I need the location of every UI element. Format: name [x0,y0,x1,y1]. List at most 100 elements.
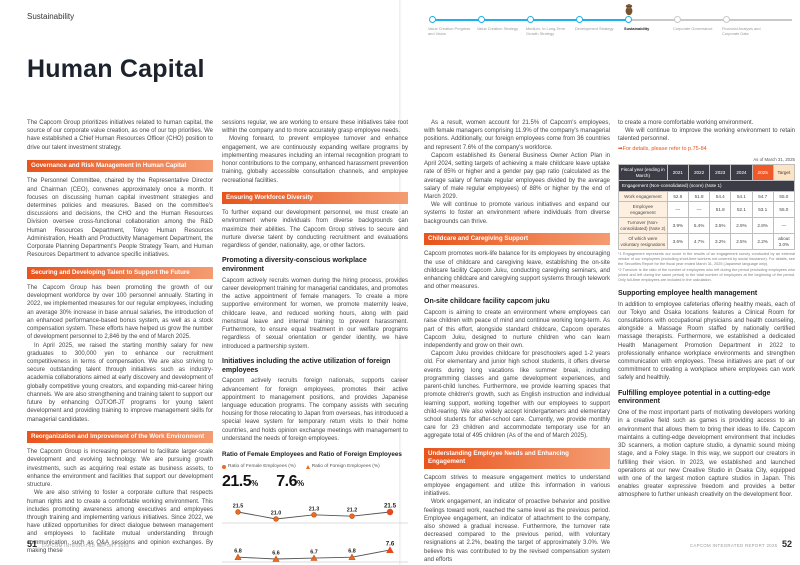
nav-item-corporate-governance[interactable]: Corporate Governance [673,26,713,31]
nav-node-dot[interactable] [527,16,534,23]
table-note-2: *2 Turnover is the ratio of the number o… [618,267,795,282]
table-asof-label: As of March 31, 2025 [753,157,795,163]
table-column-header: 2023 [709,164,732,182]
column-2: sessions regular, we are working to ensu… [222,119,408,565]
table-cell: about 3.0% [772,233,796,251]
chart-title: Ratio of Female Employees and Ratio of F… [222,451,402,459]
legend-label: Ratio of Female Employees (%) [228,463,296,469]
engagement-table: Fiscal year (ending in March) 2021 2022 202… [618,164,796,251]
table-cell: 5.4% [687,217,711,235]
chart-plot: 21.521.021.321.221.56.86.66.76.87.620212… [222,503,408,563]
report-name: CAPCOM INTEGRATED REPORT 2025 [41,543,130,548]
table-row-label: Employee engagement [618,201,668,219]
subheading-cutting-edge: Fulfilling employee potential in a cutti… [618,389,771,406]
paragraph: Capcom established its General Business … [424,152,610,200]
table-cell: 54.4 [709,190,732,203]
paragraph: In April 2025, we raised the starting mo… [27,342,213,423]
report-name: CAPCOM INTEGRATED REPORT 2025 [689,543,778,548]
subheading-health-management: Supporting employee health management [618,289,758,297]
triangle-marker-icon [305,464,310,469]
arrow-icon: ➡ [618,145,623,152]
svg-text:6.8: 6.8 [234,549,242,555]
table-row: Of which were voluntary resignations 3.6%… [618,233,796,251]
table-cell: — [666,201,689,219]
svg-text:7.6: 7.6 [386,541,395,548]
table-row-label: Turnover (Non-consolidated) (Note 2) [618,217,668,235]
nav-node-dot[interactable] [625,16,632,23]
paragraph: We are also striving to foster a corpora… [27,490,213,554]
page-gutter [399,0,402,565]
chart-headline-values: 21.5% 7.6% [222,471,408,493]
table-cell: 54.1 [730,190,753,203]
paragraph: We will continue to promote various init… [424,202,610,225]
nav-progress-line-inactive [628,19,792,21]
svg-text:21.2: 21.2 [347,508,358,514]
svg-text:21.5: 21.5 [384,503,397,510]
paragraph: Work engagement, an indicator of proacti… [424,499,610,563]
section-header-talent: Securing and Developing Talent to Suppor… [27,266,213,280]
nav-item-financial-analysis-and-corporate-data[interactable]: Financial Analysis and Corporate Data [722,26,761,37]
nav-item-value-creation-strategy[interactable]: Value Creation Strategy [477,26,519,31]
table-cell: — [772,217,796,235]
intro-paragraph: The Capcom Group prioritizes initiatives… [27,120,213,151]
column-4: to create a more comfortable working env… [618,119,796,500]
table-column-header: Target [772,164,796,182]
page-title: Human Capital [27,55,205,83]
section-header-diversity: Ensuring Workforce Diversity [222,191,408,205]
column-3: As a result, women account for 21.5% of … [424,119,610,564]
table-column-header: 2022 [687,164,711,182]
nav-item-sustainability[interactable]: Sustainability [624,26,650,31]
svg-text:21.3: 21.3 [309,506,320,512]
table-column-header: 2024 [730,164,753,182]
nav-item-medium-to-long-term-growth-strategy[interactable]: Medium- to Long-Term Growth Strategy [526,26,566,37]
chapter-progress-nav: Value Creation Progress and Vision Value … [418,4,794,52]
section-header-reorganization: Reorganization and Improvement of the Wo… [27,430,213,444]
nav-node-dot[interactable] [723,16,730,23]
table-notes: *1 Engagement represents our score in th… [618,252,795,283]
details-page-link[interactable]: ➡For details, please refer to p.75-84 [618,145,707,152]
paragraph: Moving forward, to prevent employee turn… [222,136,408,184]
table-cell: 52.1 [730,201,753,219]
svg-text:6.6: 6.6 [272,551,280,557]
footer-left: 51 CAPCOM INTEGRATED REPORT 2025 [27,539,129,549]
table-cell: 3.2% [709,233,732,251]
paragraph: To further expand our development person… [222,210,408,250]
paragraph: to create a more comfortable working env… [618,120,754,126]
nav-node-dot[interactable] [576,16,583,23]
paragraph: Capcom strives to measure engagement met… [424,474,610,498]
section-header-governance: Governance and Risk Management in Human … [27,159,213,173]
paragraph: Capcom promotes work-life balance for it… [424,251,610,291]
paragraph: Capcom Juku provides childcare for presc… [424,351,610,440]
nav-node-dot[interactable] [674,16,681,23]
paragraph: In addition to employee cafeterias offer… [618,301,795,382]
table-row-label: Of which were voluntary resignations [618,233,668,251]
svg-text:6.8: 6.8 [348,549,356,555]
paragraph: One of the most important parts of motiv… [618,410,795,499]
employee-ratio-chart: Ratio of Female Employees and Ratio of F… [222,451,408,565]
paragraph: The Personnel Committee, chaired by the … [27,178,213,259]
table-cell: 52.6 [666,190,689,203]
nav-item-development-strategy[interactable]: Development Strategy [575,26,614,31]
table-cell: 2.8% [751,217,774,235]
table-group-header: Engagement (Non-consolidated) (score) (N… [618,180,795,192]
table-cell: 51.8 [709,201,732,219]
svg-text:6.7: 6.7 [310,550,318,556]
section-header-childcare: Childcare and Caregiving Support [424,232,610,246]
nav-item-value-creation-progress-and-vision[interactable]: Value Creation Progress and Vision [428,26,471,37]
legend-item: Ratio of Foreign Employees (%) [305,463,380,471]
paragraph: Capcom is aiming to create an environmen… [424,310,610,350]
subheading-diversity-workplace: Promoting a diversity-conscious workplac… [222,257,367,274]
section-header-engagement: Understanding Employee Needs and Enhanci… [424,447,610,469]
table-cell: 2.2% [751,233,774,251]
paragraph: sessions regular, we are working to ensu… [222,120,408,135]
table-cell: — [687,201,711,219]
foreign-ratio-headline: 7.6% [276,473,305,491]
legend-label: Ratio of Foreign Employees (%) [311,463,380,469]
nav-node-dot[interactable] [478,16,485,23]
paragraph: We will continue to improve the working … [618,128,795,143]
nav-node-dot[interactable] [429,16,436,23]
chart-legend: Ratio of Female Employees (%) Ratio of Fo… [222,464,408,471]
table-cell: 4.7% [687,233,711,251]
table-column-header: 2025 [751,164,774,182]
